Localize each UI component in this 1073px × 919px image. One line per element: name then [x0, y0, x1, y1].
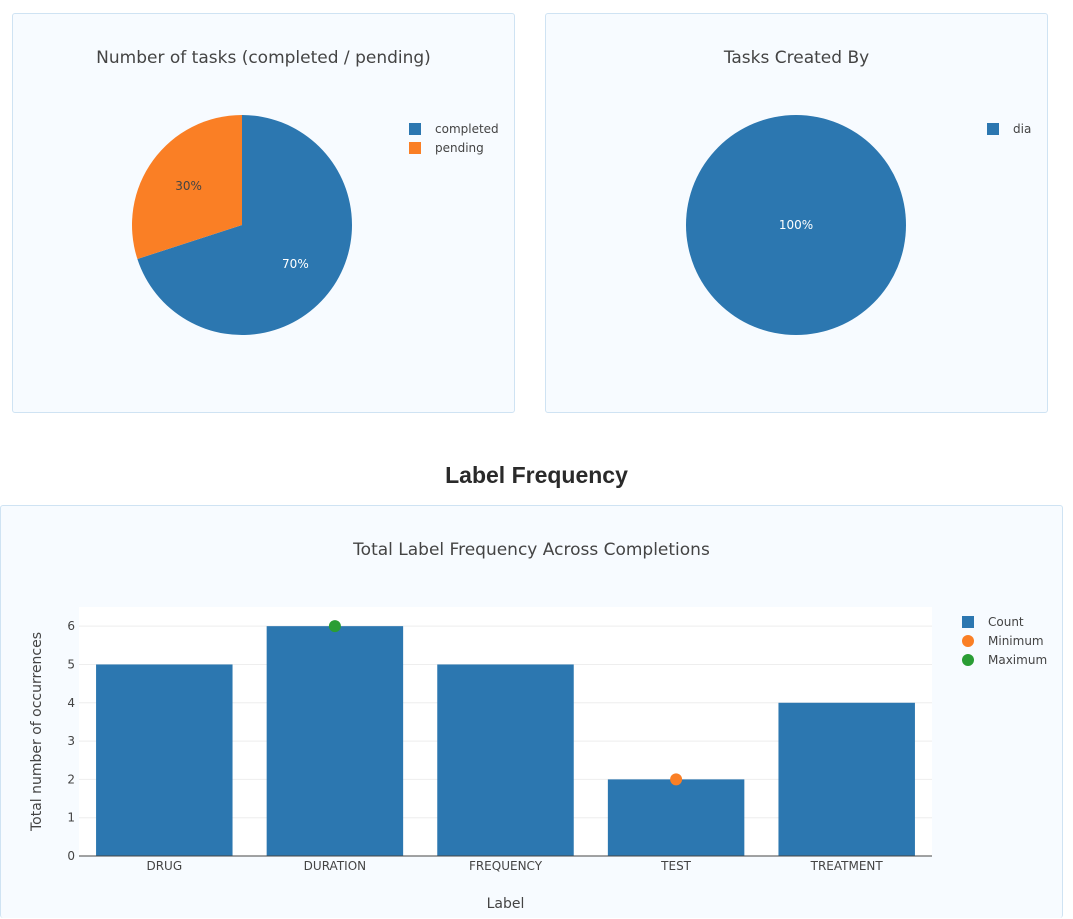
y-tick-label: 4 [67, 696, 75, 710]
bar-frequency[interactable] [437, 664, 574, 856]
tasks-status-pie: 70% 30% [132, 115, 352, 335]
tasks-status-panel: Number of tasks (completed / pending) 70… [12, 13, 515, 413]
tasks-status-legend: completed pending [409, 119, 499, 157]
legend-item-maximum[interactable]: Maximum [962, 650, 1047, 669]
x-tick-label: TREATMENT [810, 859, 884, 873]
tasks-created-by-title: Tasks Created By [723, 48, 870, 68]
legend-label-count: Count [988, 614, 1024, 629]
legend-item-pending[interactable]: pending [409, 138, 499, 157]
legend-label-pending: pending [435, 140, 484, 155]
legend-label-dia: dia [1013, 121, 1032, 136]
legend-swatch-completed [409, 122, 421, 135]
bar-test[interactable] [607, 779, 745, 856]
section-heading: Label Frequency [445, 462, 628, 488]
label-frequency-bar-chart: 0 1 2 3 4 5 6 DRUG DURATION FREQUENCY TEST TREATMEN… [29, 607, 932, 912]
legend-swatch-minimum [962, 634, 974, 647]
pie-slice-dia[interactable] [686, 115, 906, 335]
legend-item-count[interactable]: Count [962, 612, 1047, 631]
legend-label-completed: completed [435, 121, 499, 136]
label-frequency-title: Total Label Frequency Across Completions [353, 540, 710, 560]
legend-swatch-dia [987, 122, 999, 135]
label-frequency-panel: Total Label Frequency Across Completions… [0, 505, 1063, 918]
legend-swatch-maximum [962, 653, 974, 666]
legend-item-dia[interactable]: dia [987, 119, 1031, 138]
y-tick-label: 3 [67, 734, 75, 748]
x-tick-label: FREQUENCY [469, 859, 543, 873]
legend-label-maximum: Maximum [988, 652, 1048, 667]
bar-duration[interactable] [266, 626, 404, 856]
x-axis-title: Label [487, 896, 525, 912]
x-tick-label: DURATION [304, 859, 366, 873]
y-tick-label: 1 [67, 811, 75, 825]
y-tick-label: 5 [67, 657, 75, 671]
tasks-status-title: Number of tasks (completed / pending) [96, 48, 431, 68]
legend-item-minimum[interactable]: Minimum [962, 631, 1047, 650]
y-axis-title: Total number of occurrences [29, 632, 45, 832]
label-frequency-legend: Count Minimum Maximum [962, 612, 1047, 669]
pie-slice-pending[interactable] [132, 115, 242, 259]
pie-slice-completed[interactable] [137, 115, 352, 335]
marker-minimum[interactable] [670, 773, 683, 786]
y-tick-label: 6 [67, 619, 75, 633]
marker-maximum[interactable] [328, 620, 341, 633]
legend-swatch-pending [409, 141, 421, 154]
x-tick-label: DRUG [146, 859, 182, 873]
tasks-created-by-pie: 100% [686, 115, 906, 335]
legend-label-minimum: Minimum [988, 633, 1044, 648]
bar-treatment[interactable] [778, 702, 915, 856]
y-tick-label: 2 [67, 772, 75, 786]
x-tick-label: TEST [660, 859, 692, 873]
pie-label-dia: 100% [779, 218, 813, 232]
tasks-created-by-legend: dia [987, 119, 1031, 138]
bar-drug[interactable] [96, 664, 233, 856]
y-tick-label: 0 [67, 849, 75, 863]
legend-item-completed[interactable]: completed [409, 119, 499, 138]
pie-label-pending: 30% [175, 179, 202, 193]
pie-label-completed: 70% [282, 257, 309, 271]
tasks-created-by-panel: Tasks Created By 100% dia [545, 13, 1048, 413]
legend-swatch-count [962, 615, 974, 628]
